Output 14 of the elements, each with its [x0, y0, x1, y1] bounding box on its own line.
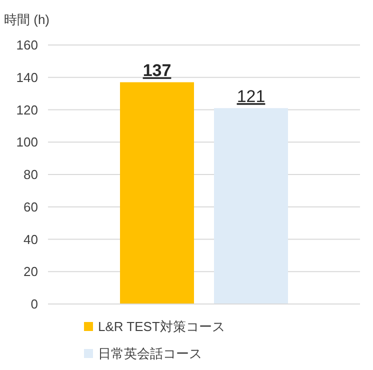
y-tick-label: 0 [30, 296, 38, 312]
y-tick-label: 40 [24, 232, 38, 247]
y-tick-label: 120 [16, 102, 38, 118]
legend-label: L&R TEST対策コース [98, 319, 225, 334]
y-tick-label: 80 [24, 167, 38, 182]
y-axis-title: 時間 (h) [4, 12, 50, 27]
y-tick-label: 100 [16, 134, 38, 150]
y-tick-label: 60 [24, 199, 38, 214]
y-tick-label: 160 [16, 38, 38, 52]
y-tick-label: 140 [16, 70, 38, 85]
y-tick-label: 20 [24, 264, 38, 280]
data-label: 121 [236, 87, 266, 106]
legend-label: 日常英会話コース [98, 346, 202, 361]
data-label: 137 [142, 61, 172, 80]
